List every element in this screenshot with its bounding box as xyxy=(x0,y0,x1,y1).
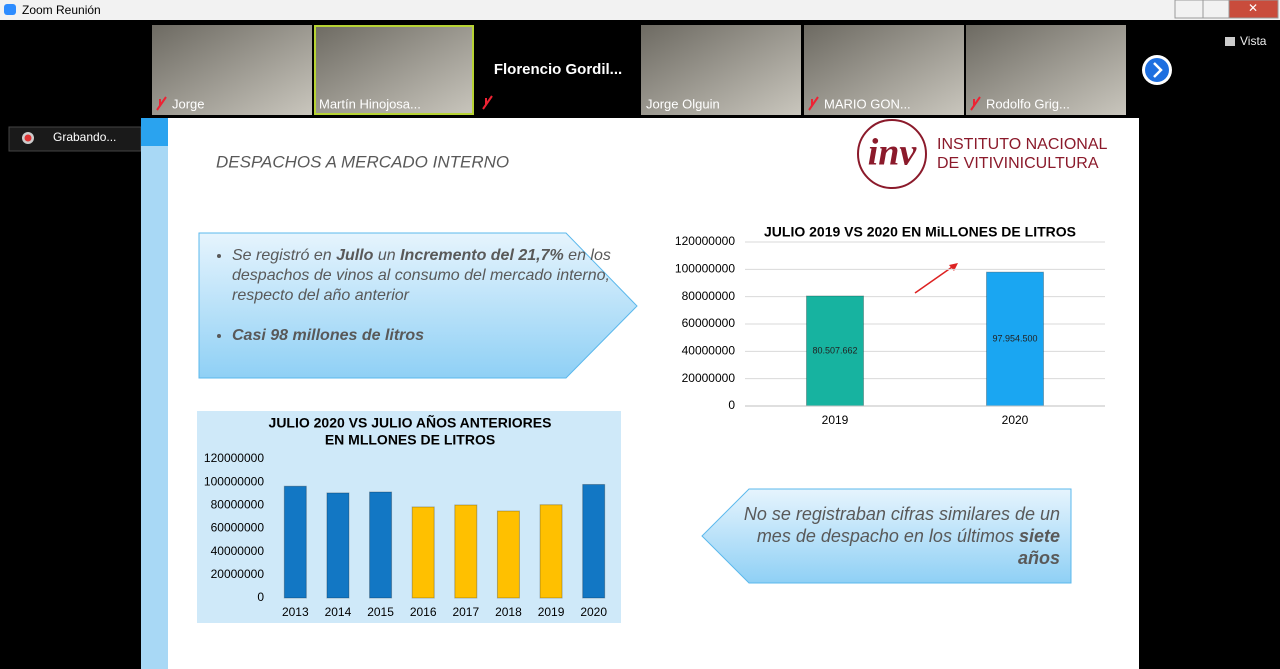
y-tick-label: 80000000 xyxy=(211,498,265,512)
bullet-text: Se registró en xyxy=(232,247,337,264)
y-tick-label: 60000000 xyxy=(211,521,265,535)
y-tick-label: 20000000 xyxy=(682,371,736,385)
view-button[interactable]: Vista xyxy=(1240,34,1267,48)
chart-title: JULIO 2020 VS JULIO AÑOS ANTERIORES xyxy=(269,414,552,431)
bar xyxy=(411,506,435,599)
bar xyxy=(582,483,606,599)
video-tile xyxy=(804,25,964,115)
maximize-button[interactable] xyxy=(1202,0,1230,19)
x-tick-label: 2017 xyxy=(452,605,479,619)
y-tick-label: 80000000 xyxy=(682,289,736,303)
video-tile xyxy=(966,25,1126,115)
x-tick-label: 2020 xyxy=(580,605,607,619)
participant-name: Martín Hinojosa... xyxy=(319,96,421,111)
slide-title: DESPACHOS A MERCADO INTERNO xyxy=(216,152,509,171)
participant-name: Jorge xyxy=(172,96,205,111)
callout-run: siete años xyxy=(1017,526,1060,568)
chart-title: JULIO 2019 VS 2020 EN MiLLONES DE LITROS xyxy=(764,224,1076,240)
x-tick-label: 2019 xyxy=(822,413,849,427)
callout-text: No se registraban cifras similares de un… xyxy=(720,503,1060,569)
recording-dot xyxy=(24,134,32,142)
value-label: 97.954.500 xyxy=(992,333,1037,343)
bullet-text: Casi 98 millones de litros xyxy=(232,327,425,344)
slide-stripe-top xyxy=(141,118,168,146)
y-tick-label: 100000000 xyxy=(675,262,735,276)
y-tick-label: 0 xyxy=(257,590,264,604)
bullet-box xyxy=(198,232,638,379)
x-tick-label: 2013 xyxy=(282,605,309,619)
y-tick-label: 120000000 xyxy=(675,234,735,248)
logo-mark: inv xyxy=(868,132,918,174)
close-button[interactable] xyxy=(1228,0,1279,19)
bar xyxy=(454,504,478,599)
next-arrow xyxy=(1153,62,1163,78)
video-tile xyxy=(641,25,801,115)
mute-icon xyxy=(482,95,493,110)
bullet-text: en los despachos de vinos al consumo del… xyxy=(232,247,611,304)
mute-icon xyxy=(156,96,167,111)
active-speaker-border xyxy=(314,25,474,115)
y-tick-label: 60000000 xyxy=(682,316,736,330)
bar xyxy=(539,504,563,599)
participant-name: MARIO GON... xyxy=(824,96,911,111)
x-tick-label: 2014 xyxy=(325,605,352,619)
window-title: Zoom Reunión xyxy=(22,3,101,17)
slide-stripe xyxy=(141,118,168,669)
recording-label: Grabando... xyxy=(53,130,116,144)
participant-name: Florencio Gordil... xyxy=(494,61,622,78)
bullet-text: Jullo xyxy=(336,247,374,264)
video-tile xyxy=(152,25,312,115)
y-tick-label: 0 xyxy=(728,398,735,412)
y-tick-label: 120000000 xyxy=(204,451,264,465)
bar xyxy=(326,492,350,599)
bullet: Se registró en Jullo un Incremento del 2… xyxy=(232,246,617,306)
mute-icon xyxy=(808,96,819,111)
view-icon xyxy=(1225,37,1235,46)
x-tick-label: 2016 xyxy=(410,605,437,619)
y-tick-label: 40000000 xyxy=(682,344,736,358)
app-icon xyxy=(4,4,16,15)
logo-line: INSTITUTO NACIONAL xyxy=(937,136,1107,153)
next-page-button[interactable] xyxy=(1145,58,1169,82)
participant-name: Jorge Olguin xyxy=(646,96,720,111)
bar xyxy=(496,510,520,599)
x-tick-label: 2015 xyxy=(367,605,394,619)
x-tick-label: 2019 xyxy=(538,605,565,619)
participant-name: Rodolfo Grig... xyxy=(986,96,1070,111)
logo-circle xyxy=(857,119,927,189)
logo-line: DE VITIVINICULTURA xyxy=(937,155,1099,172)
bullet-list: Se registró en Jullo un Incremento del 2… xyxy=(208,246,617,366)
chart-title: EN MLLONES DE LITROS xyxy=(325,432,495,448)
x-tick-label: 2020 xyxy=(1002,413,1029,427)
bar xyxy=(806,295,864,407)
y-tick-label: 100000000 xyxy=(204,474,264,488)
bar xyxy=(369,491,393,599)
y-tick-label: 40000000 xyxy=(211,544,265,558)
video-tile xyxy=(314,25,474,115)
x-tick-label: 2018 xyxy=(495,605,522,619)
bullet-text: Incremento del 21,7% xyxy=(400,247,564,264)
bar xyxy=(283,485,307,599)
mute-icon xyxy=(970,96,981,111)
bullet: Casi 98 millones de litros xyxy=(232,326,617,346)
title-bar xyxy=(0,0,1280,20)
trend-arrow-head xyxy=(949,263,958,271)
callout-box xyxy=(701,488,1072,584)
bullet-text: un xyxy=(373,247,401,264)
value-label: 80.507.662 xyxy=(812,345,857,355)
callout-run: No se registraban cifras similares de un… xyxy=(743,504,1060,546)
close-icon: ✕ xyxy=(1248,1,1258,15)
y-tick-label: 20000000 xyxy=(211,567,265,581)
minimize-button[interactable] xyxy=(1174,0,1204,19)
bar xyxy=(986,271,1044,407)
